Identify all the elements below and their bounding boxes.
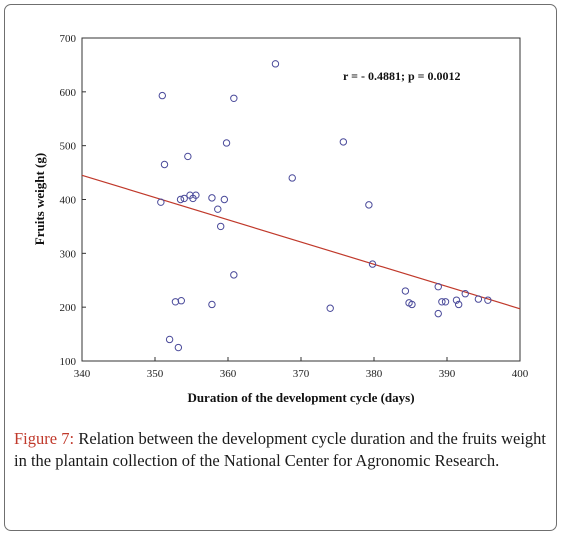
x-tick-label: 390 [439,368,456,380]
data-point [230,271,238,279]
x-tick-label: 340 [74,368,91,380]
y-axis-title: Fruits weight (g) [32,153,47,245]
trend-line [81,174,521,310]
figure-caption: Figure 7: Relation between the developme… [14,428,546,471]
correlation-annotation: r = - 0.4881; p = 0.0012 [343,69,460,83]
data-point [271,60,280,68]
data-point [434,309,442,318]
y-tick-label: 100 [60,356,77,368]
data-point [165,335,174,344]
y-tick-label: 500 [60,141,77,153]
y-tick-label: 200 [60,302,77,314]
data-point [339,138,348,146]
data-point [192,191,200,199]
data-point [461,290,469,298]
data-point [401,287,410,295]
data-point [368,260,377,268]
data-point [474,295,483,303]
data-point [158,91,167,100]
data-point [454,300,463,309]
x-tick-label: 350 [147,368,164,380]
y-tick-label: 300 [60,248,77,260]
data-point [434,283,442,291]
data-point [484,296,492,304]
data-point [180,194,188,203]
data-point [208,300,216,309]
x-tick-label: 370 [293,368,310,380]
x-tick-label: 380 [366,368,383,380]
data-point [214,205,222,213]
data-point [288,174,296,182]
data-point [160,160,169,169]
data-point [184,152,192,161]
caption-text: Relation between the development cycle d… [14,429,546,470]
figure-label: Figure 7: [14,429,75,448]
data-point [220,195,229,204]
data-point [157,198,165,206]
data-point [176,195,185,204]
figure-frame [4,4,557,531]
data-point [438,298,446,306]
scatter-chart: 340 350 360 370 380 390 400 100 200 300 400 500 600… [32,33,529,405]
data-point [171,298,180,306]
x-axis: 340 350 360 370 380 390 400 [74,357,529,380]
y-tick-label: 700 [60,33,77,45]
x-tick-label: 360 [220,368,237,380]
x-tick-label: 400 [512,368,529,380]
data-point [408,300,416,309]
x-axis-title: Duration of the development cycle (days) [187,390,414,405]
data-point [208,194,216,202]
data-point [222,139,231,147]
data-point [365,201,373,209]
data-point [452,296,461,304]
data-point [326,304,334,312]
plot-area [81,37,521,362]
data-points [157,60,492,352]
data-point [230,94,238,102]
data-point [177,297,185,305]
data-point [217,222,225,231]
y-tick-label: 600 [60,87,77,99]
y-axis: 100 200 300 400 500 600 700 [60,33,86,368]
data-point [441,298,450,306]
y-tick-label: 400 [60,195,77,207]
data-point [174,343,183,352]
